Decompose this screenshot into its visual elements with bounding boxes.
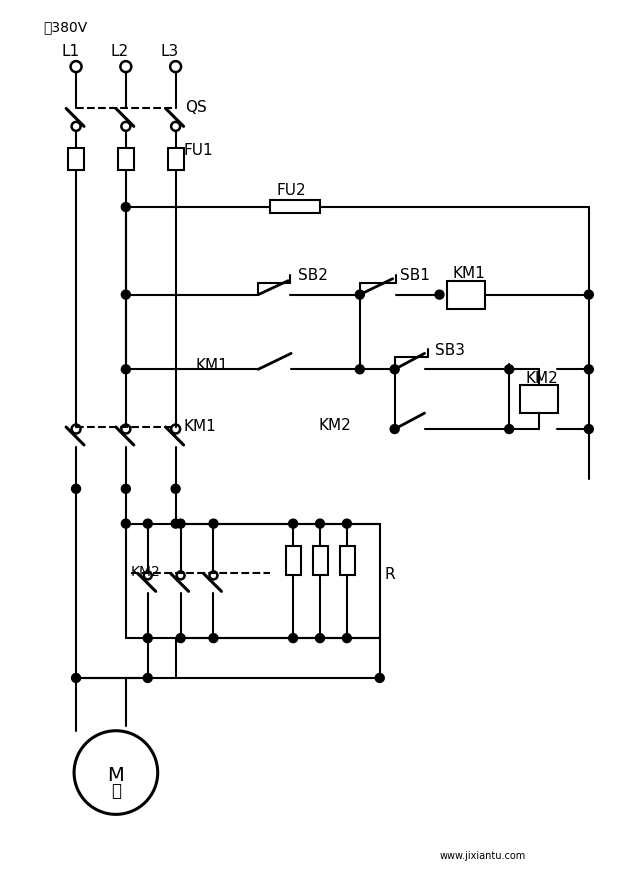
Circle shape — [143, 519, 152, 529]
Circle shape — [505, 366, 514, 374]
Bar — [520, 386, 558, 414]
Text: ～380V: ～380V — [44, 20, 88, 33]
Circle shape — [171, 485, 180, 494]
Text: KM2: KM2 — [131, 565, 161, 579]
Text: ～: ～ — [111, 781, 121, 800]
Circle shape — [122, 519, 131, 529]
Circle shape — [209, 519, 218, 529]
Text: FU1: FU1 — [184, 143, 213, 158]
Text: www.jixiantu.com: www.jixiantu.com — [440, 850, 525, 860]
Text: L3: L3 — [161, 44, 179, 59]
Circle shape — [289, 519, 298, 529]
Text: KM1: KM1 — [452, 266, 485, 281]
Circle shape — [122, 366, 131, 374]
Circle shape — [390, 366, 399, 374]
Circle shape — [171, 519, 180, 529]
Circle shape — [122, 485, 131, 494]
Circle shape — [72, 485, 81, 494]
Text: FU2: FU2 — [276, 182, 306, 197]
Text: KM2: KM2 — [318, 417, 351, 432]
Circle shape — [316, 634, 324, 643]
Circle shape — [122, 203, 131, 212]
Text: M: M — [108, 765, 124, 784]
Text: QS: QS — [186, 100, 207, 115]
Text: SB3: SB3 — [435, 343, 465, 358]
Circle shape — [584, 425, 593, 434]
Circle shape — [435, 291, 444, 300]
Text: SB1: SB1 — [399, 267, 429, 283]
Text: KM1: KM1 — [196, 358, 228, 373]
Circle shape — [176, 634, 185, 643]
Text: SB2: SB2 — [298, 267, 328, 283]
Text: L2: L2 — [111, 44, 129, 59]
Bar — [168, 149, 184, 171]
Circle shape — [355, 366, 364, 374]
Bar — [313, 545, 328, 575]
Circle shape — [375, 674, 384, 682]
Text: L1: L1 — [61, 44, 79, 59]
Bar — [340, 545, 355, 575]
Circle shape — [584, 366, 593, 374]
Circle shape — [505, 425, 514, 434]
Circle shape — [289, 634, 298, 643]
Bar — [286, 545, 301, 575]
Circle shape — [72, 674, 81, 682]
Circle shape — [316, 519, 324, 529]
Bar — [270, 201, 320, 214]
Circle shape — [390, 425, 399, 434]
Circle shape — [176, 519, 185, 529]
Text: R: R — [385, 567, 396, 581]
Circle shape — [355, 291, 364, 300]
Circle shape — [342, 634, 351, 643]
Bar — [118, 149, 134, 171]
Circle shape — [342, 519, 351, 529]
Bar — [68, 149, 84, 171]
Circle shape — [122, 291, 131, 300]
Circle shape — [143, 634, 152, 643]
Text: KM1: KM1 — [184, 418, 216, 433]
Circle shape — [143, 674, 152, 682]
Text: KM2: KM2 — [525, 370, 558, 385]
Bar — [447, 282, 485, 310]
Circle shape — [209, 634, 218, 643]
Circle shape — [584, 291, 593, 300]
